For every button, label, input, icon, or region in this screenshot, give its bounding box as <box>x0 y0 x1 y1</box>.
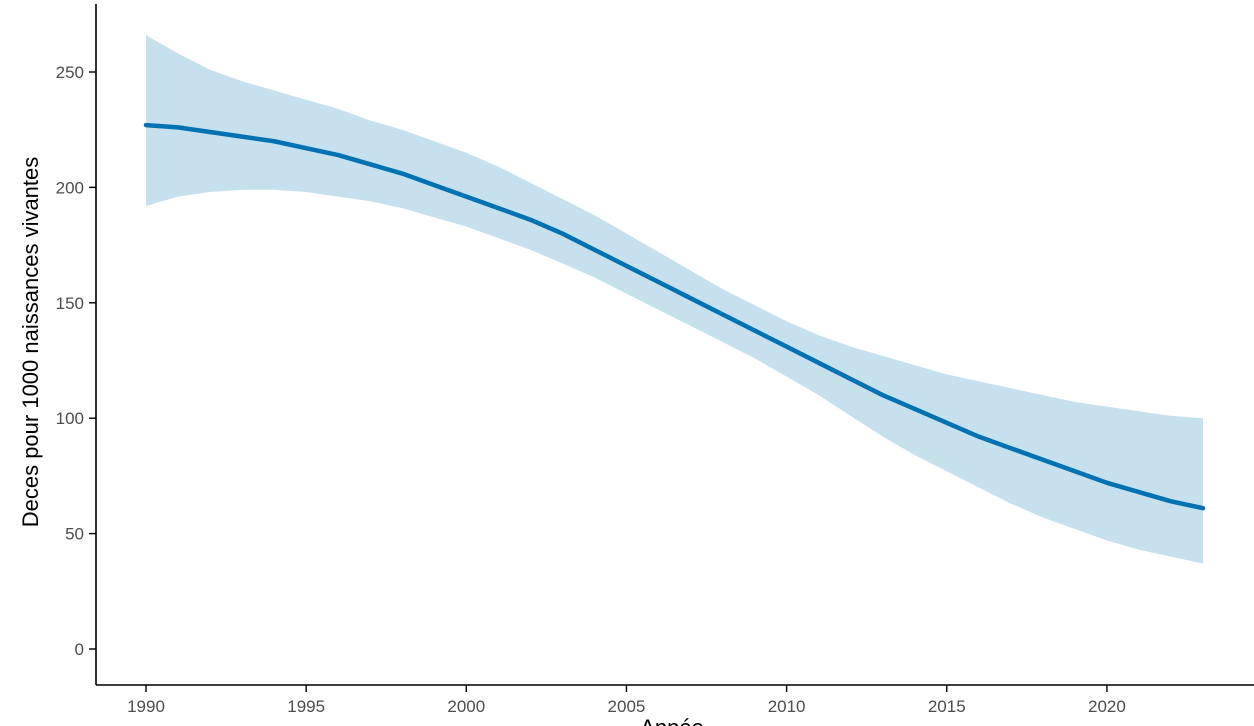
x-tick-label: 2005 <box>608 697 646 716</box>
x-tick-label: 1990 <box>127 697 165 716</box>
x-tick-label: 2010 <box>768 697 806 716</box>
x-axis-title: Année <box>640 715 704 726</box>
y-tick-label: 150 <box>56 294 84 313</box>
x-tick-label: 2020 <box>1088 697 1126 716</box>
plot-area <box>143 35 1206 564</box>
y-tick-label: 100 <box>56 409 84 428</box>
y-tick-label: 0 <box>75 640 84 659</box>
y-tick-label: 200 <box>56 178 84 197</box>
y-tick-label: 250 <box>56 63 84 82</box>
x-axis: 1990 1995 2000 2005 2010 2015 2020 <box>96 684 1254 716</box>
x-tick-label: 2000 <box>447 697 485 716</box>
trend-line <box>143 122 1206 511</box>
y-axis-title: Deces pour 1000 naissances vivantes <box>18 157 43 528</box>
y-tick-label: 50 <box>65 525 84 544</box>
confidence-band <box>146 35 1203 564</box>
x-tick-label: 1995 <box>287 697 325 716</box>
x-tick-label: 2015 <box>928 697 966 716</box>
y-axis: 0 50 100 150 200 250 <box>56 4 97 685</box>
